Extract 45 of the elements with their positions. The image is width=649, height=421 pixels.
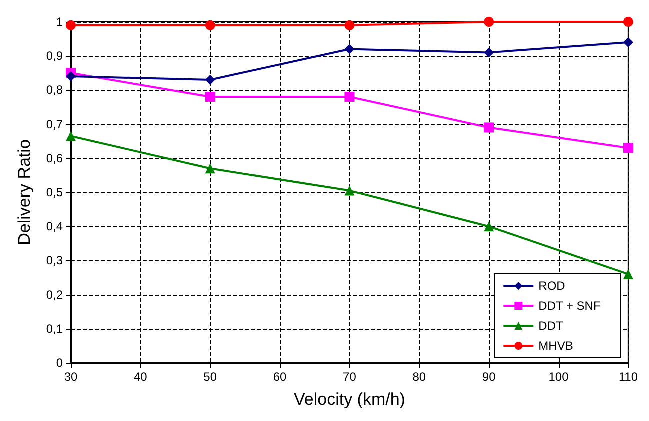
- legend-label: MHVB: [538, 339, 574, 353]
- point: [623, 269, 634, 280]
- x-tick-label: 100: [548, 370, 570, 384]
- point: [623, 143, 634, 154]
- x-tick-label: 40: [134, 370, 148, 384]
- y-tick-label: 0,6: [46, 151, 64, 166]
- point: [344, 92, 355, 102]
- point: [484, 222, 494, 232]
- x-axis-title: Velocity (km/h): [294, 390, 406, 409]
- x-tick-label: 70: [343, 370, 357, 384]
- point: [623, 37, 634, 48]
- x-tick-label: 110: [618, 370, 638, 384]
- y-tick-label: 0,4: [46, 220, 64, 234]
- y-tick-label: 0: [56, 356, 64, 370]
- x-tick-label: 30: [64, 370, 78, 384]
- y-tick-label: 0,5: [46, 186, 64, 200]
- legend-label: DDT + SNF: [538, 299, 601, 313]
- x-tick-label: 50: [204, 370, 218, 384]
- point: [205, 74, 216, 85]
- point: [344, 44, 355, 54]
- legend-label: DDT: [538, 319, 564, 333]
- point: [205, 164, 216, 174]
- legend-label: ROD: [538, 279, 566, 293]
- y-tick-label: 0,1: [46, 322, 64, 336]
- y-axis-title: Delivery Ratio: [15, 140, 34, 246]
- point: [484, 17, 494, 27]
- point: [484, 48, 494, 58]
- x-tick-label: 60: [273, 370, 288, 384]
- point: [344, 186, 355, 196]
- x-tick-label: 80: [412, 370, 426, 384]
- point: [66, 72, 76, 82]
- point: [344, 20, 355, 30]
- y-tick-label: 1: [56, 15, 64, 29]
- y-tick-label: 0,3: [46, 254, 64, 268]
- point: [623, 17, 634, 27]
- point: [205, 20, 216, 30]
- y-tick-label: 0,2: [46, 288, 64, 302]
- point: [66, 131, 76, 142]
- point: [205, 92, 216, 102]
- y-tick-label: 0,9: [46, 49, 64, 64]
- point: [66, 20, 76, 30]
- y-tick-label: 0,7: [46, 117, 64, 132]
- x-tick-label: 90: [482, 370, 496, 384]
- point: [484, 122, 494, 133]
- y-tick-label: 0,8: [46, 83, 64, 98]
